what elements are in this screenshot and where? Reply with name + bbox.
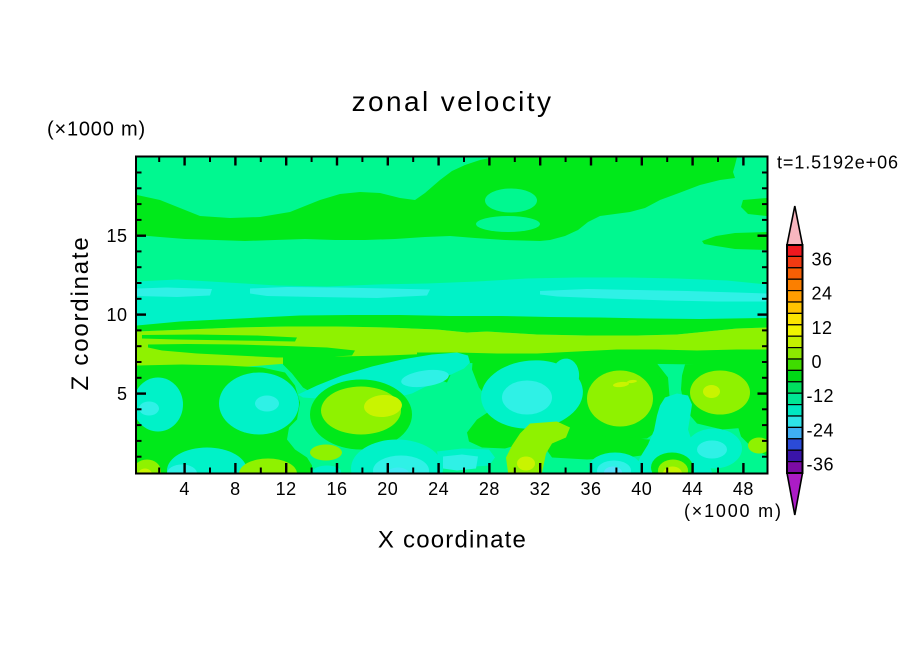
svg-text:Z coordinate: Z coordinate — [67, 235, 94, 390]
svg-text:48: 48 — [733, 479, 754, 499]
svg-text:-12: -12 — [807, 386, 835, 406]
svg-text:8: 8 — [230, 479, 241, 499]
svg-text:24: 24 — [812, 284, 833, 304]
svg-text:0: 0 — [812, 352, 823, 372]
svg-text:zonal velocity: zonal velocity — [352, 86, 554, 117]
svg-text:36: 36 — [580, 479, 601, 499]
svg-text:10: 10 — [106, 305, 127, 325]
svg-text:-24: -24 — [807, 420, 835, 440]
svg-text:(×1000 m): (×1000 m) — [684, 501, 783, 521]
svg-text:16: 16 — [326, 479, 347, 499]
svg-text:12: 12 — [276, 479, 297, 499]
svg-text:28: 28 — [479, 479, 500, 499]
svg-text:5: 5 — [117, 384, 128, 404]
svg-text:12: 12 — [812, 318, 833, 338]
svg-text:32: 32 — [530, 479, 551, 499]
svg-text:X coordinate: X coordinate — [378, 527, 527, 554]
svg-text:36: 36 — [812, 249, 833, 269]
svg-text:t=1.5192e+06: t=1.5192e+06 — [777, 153, 899, 173]
svg-text:15: 15 — [106, 226, 127, 246]
svg-text:40: 40 — [631, 479, 652, 499]
svg-text:(×1000 m): (×1000 m) — [47, 119, 146, 141]
svg-text:4: 4 — [179, 479, 190, 499]
svg-text:44: 44 — [682, 479, 703, 499]
svg-text:20: 20 — [377, 479, 398, 499]
svg-text:24: 24 — [428, 479, 449, 499]
svg-text:-36: -36 — [807, 455, 835, 475]
